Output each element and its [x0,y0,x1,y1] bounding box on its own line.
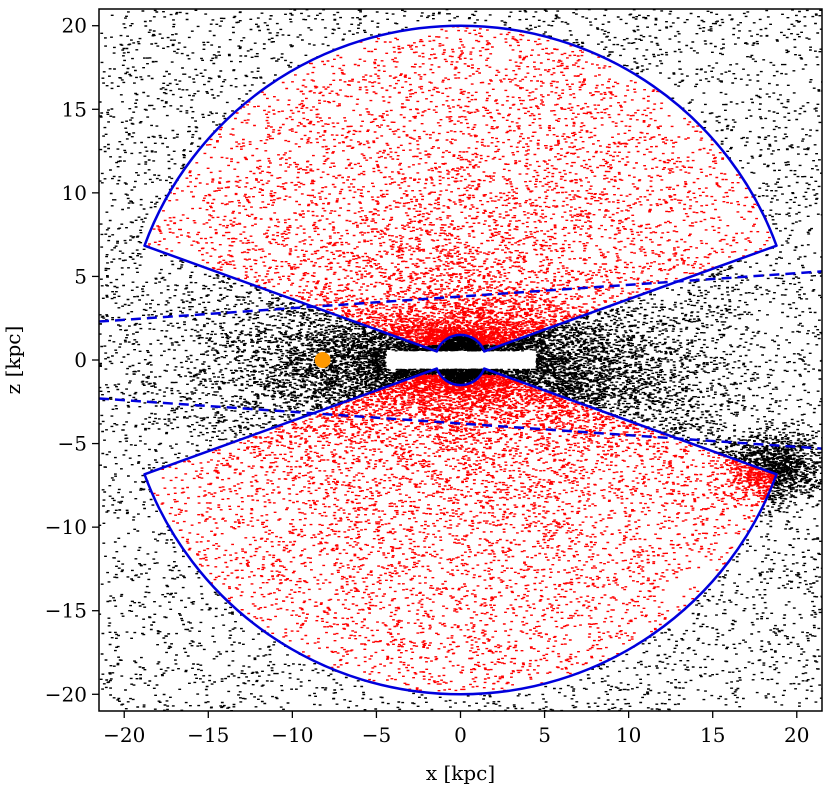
y-tick-label: −20 [45,682,87,706]
y-tick-label: 15 [62,97,87,121]
dashed-boundary-line-1 [99,270,822,323]
x-tick-label: 15 [700,723,725,747]
y-tick-label: 5 [74,264,87,288]
red-star-points [147,25,778,695]
upper-wedge-outline [143,24,778,353]
x-tick-label: 0 [454,723,467,747]
x-tick-label: −15 [187,723,229,747]
y-tick-label: −10 [45,515,87,539]
x-axis-label: x [kpc] [426,761,495,785]
x-tick-label: −20 [103,723,145,747]
y-tick-label: 10 [62,181,87,205]
axis-ticks: −20 −15 −10 −5 0 5 10 15 20 −20 −15 −10 −5 0 5 10 15 20 [45,14,810,747]
sun-marker [314,352,331,368]
y-tick-label: 20 [62,14,87,38]
x-tick-label: 10 [616,723,641,747]
y-tick-label: 0 [74,348,87,372]
y-axis-label: z [kpc] [1,326,25,395]
y-tick-label: −5 [58,432,87,456]
dashed-boundary-line-2 [99,397,822,450]
region-overlay [99,24,822,696]
lower-wedge-outline [143,367,778,696]
black-star-points [99,9,822,711]
x-tick-label: −10 [271,723,313,747]
y-tick-label: −15 [45,599,87,623]
x-tick-label: 20 [784,723,809,747]
x-tick-label: 5 [538,723,551,747]
star-points [99,9,822,711]
x-tick-label: −5 [362,723,391,747]
